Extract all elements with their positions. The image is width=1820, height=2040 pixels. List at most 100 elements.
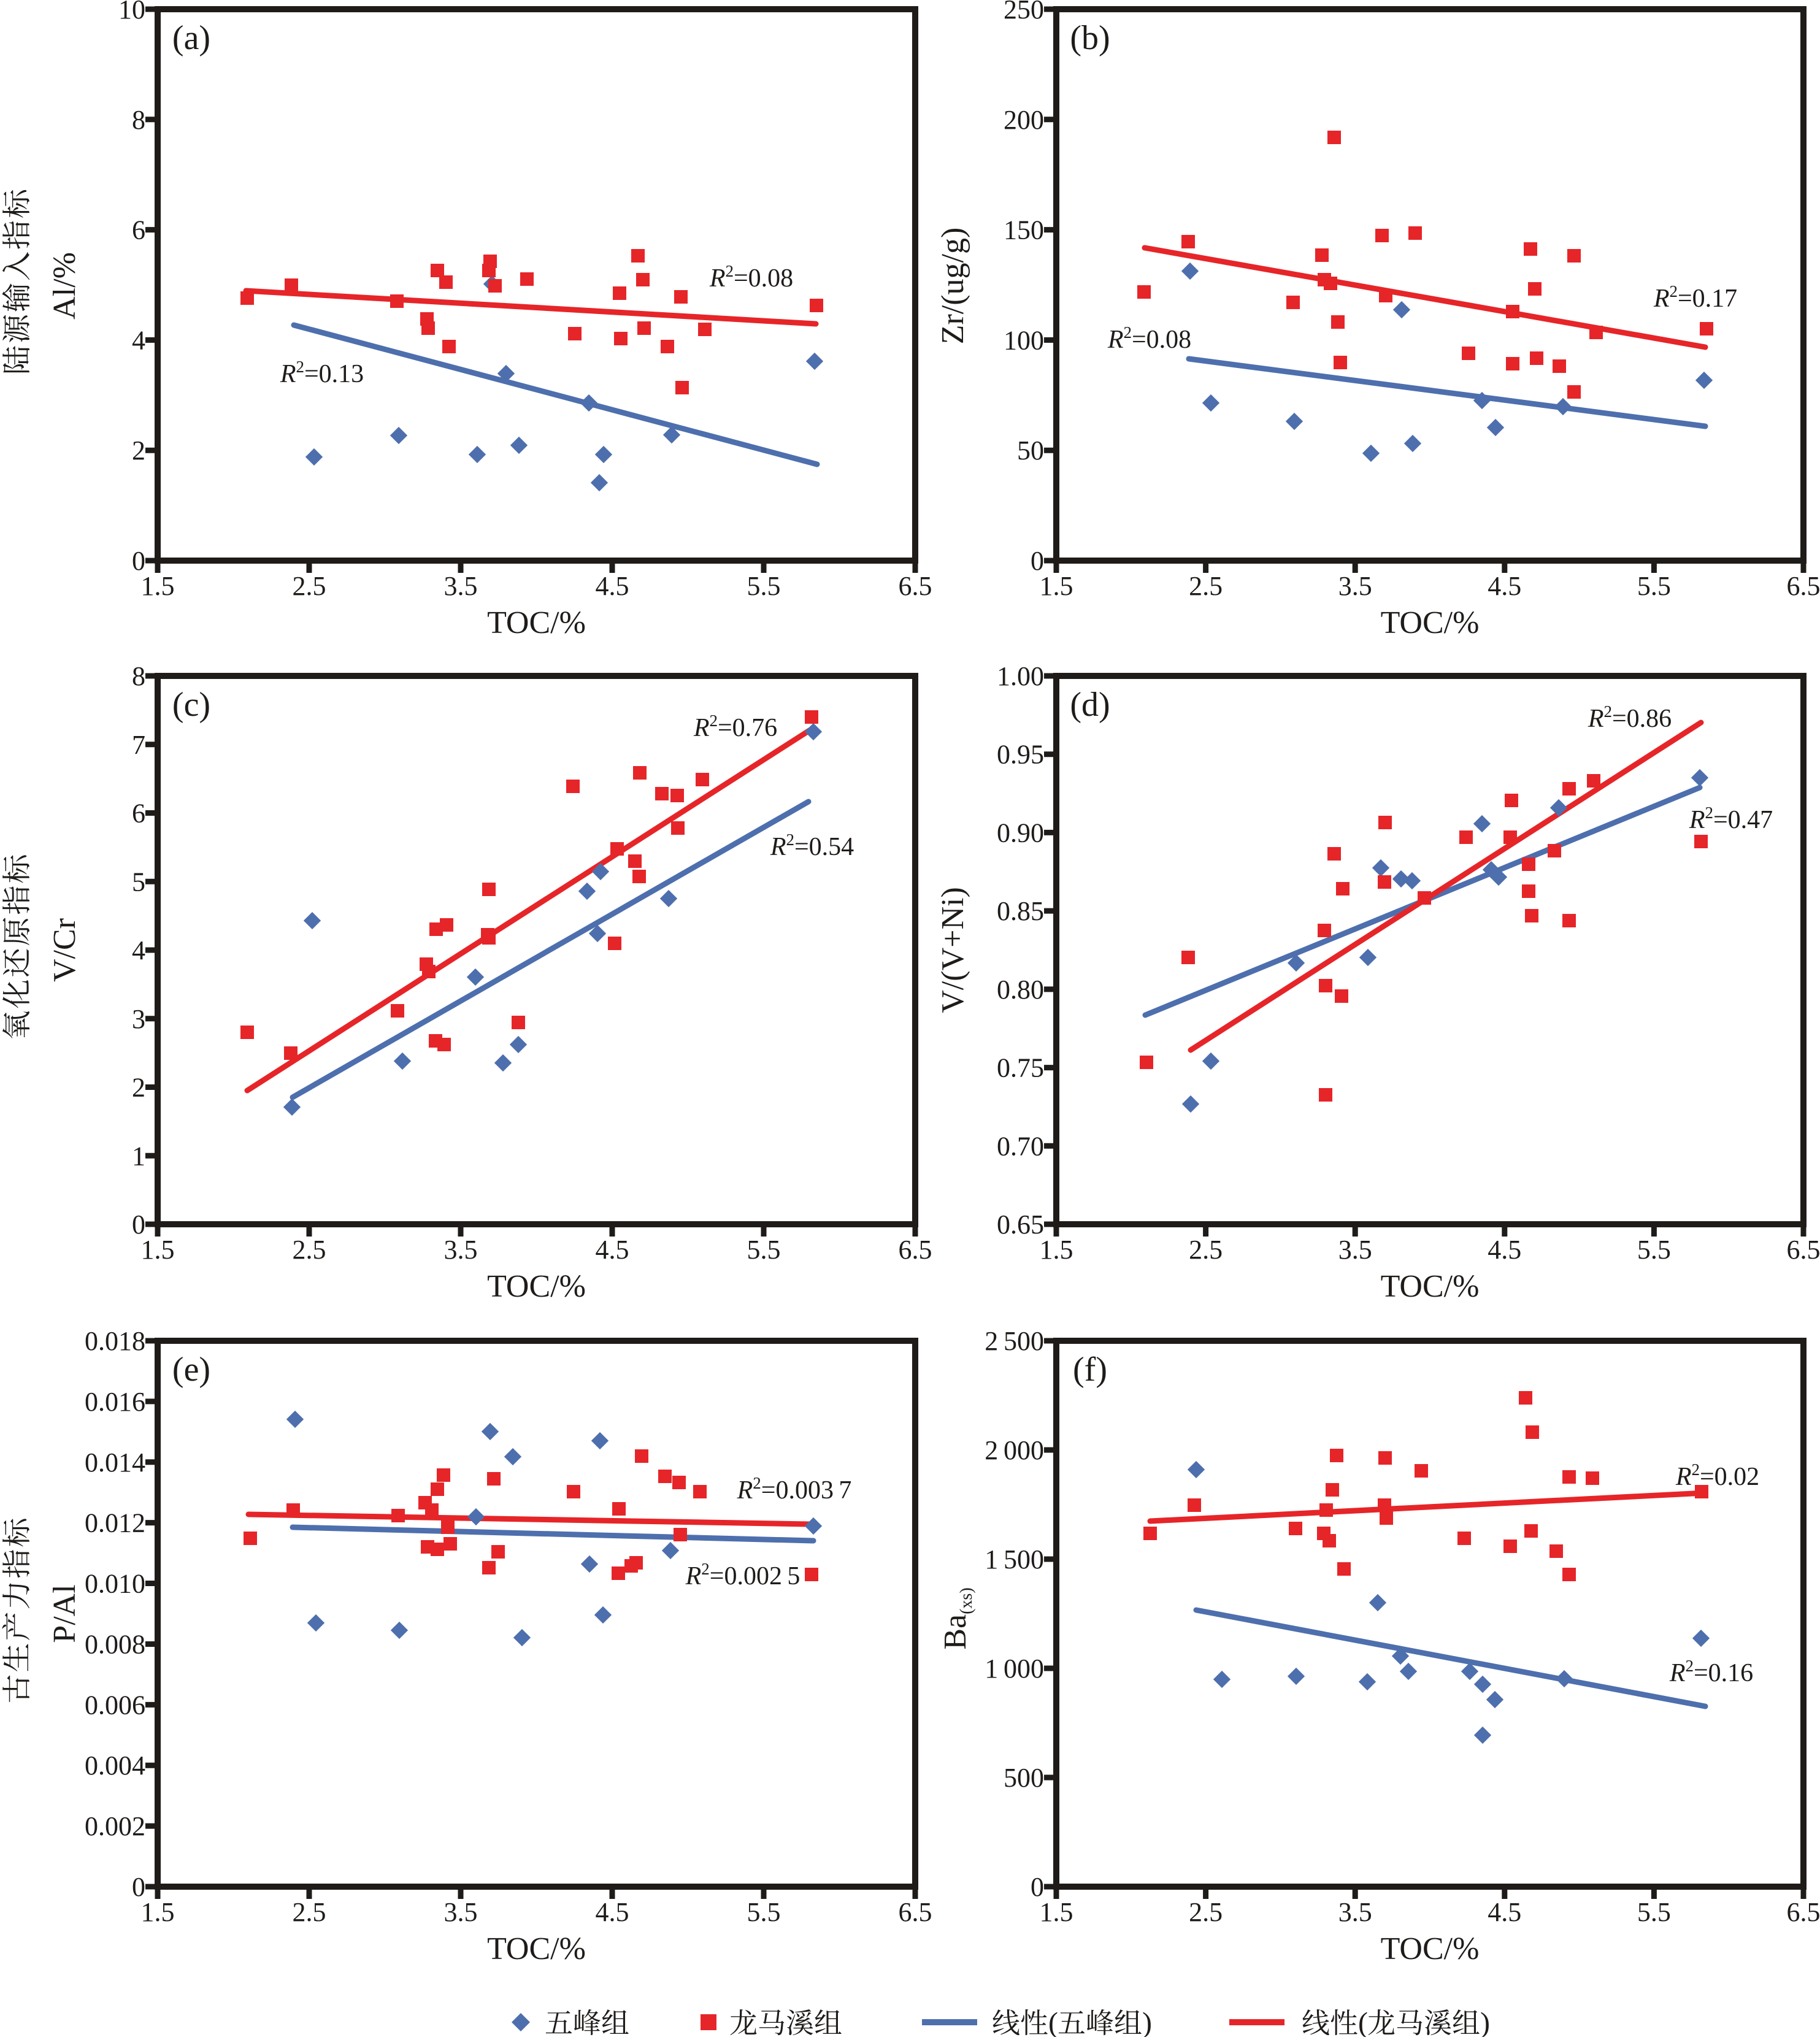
- svg-text:0.80: 0.80: [997, 975, 1044, 1005]
- svg-text:2 500: 2 500: [985, 1326, 1044, 1356]
- svg-text:5.5: 5.5: [1637, 1235, 1671, 1265]
- svg-text:2.5: 2.5: [1189, 1235, 1223, 1265]
- svg-text:2.5: 2.5: [293, 1235, 326, 1265]
- svg-text:0.012: 0.012: [85, 1508, 145, 1538]
- svg-text:3: 3: [132, 1004, 145, 1034]
- svg-text:4: 4: [132, 325, 145, 355]
- svg-text:R2=0.76: R2=0.76: [693, 711, 777, 742]
- svg-text:5.5: 5.5: [1637, 571, 1671, 601]
- svg-text:6.5: 6.5: [899, 1897, 932, 1927]
- svg-text:4.5: 4.5: [596, 571, 629, 601]
- svg-text:1.5: 1.5: [141, 1897, 175, 1927]
- svg-text:R2=0.16: R2=0.16: [1669, 1657, 1753, 1687]
- svg-text:5.5: 5.5: [1637, 1897, 1671, 1927]
- svg-text:500: 500: [1004, 1763, 1044, 1793]
- svg-text:1: 1: [132, 1141, 145, 1171]
- svg-text:1.5: 1.5: [1040, 571, 1073, 601]
- svg-text:): ): [1480, 2007, 1490, 2037]
- svg-text:2: 2: [132, 435, 145, 466]
- svg-text:TOC/%: TOC/%: [487, 1269, 586, 1304]
- svg-text:Zr/(ug/g): Zr/(ug/g): [935, 228, 970, 345]
- svg-text:1 500: 1 500: [985, 1544, 1044, 1574]
- svg-text:4.5: 4.5: [596, 1897, 629, 1927]
- svg-text:0.014: 0.014: [85, 1448, 145, 1478]
- svg-text:4.5: 4.5: [1488, 1897, 1521, 1927]
- svg-text:1.5: 1.5: [141, 1235, 175, 1265]
- svg-text:(: (: [1048, 2007, 1058, 2037]
- svg-text:10: 10: [118, 0, 145, 25]
- svg-text:5: 5: [132, 867, 145, 897]
- svg-text:0.010: 0.010: [85, 1569, 145, 1599]
- svg-text:R2=0.17: R2=0.17: [1653, 282, 1737, 313]
- svg-text:5.5: 5.5: [747, 1897, 781, 1927]
- svg-text:0.018: 0.018: [85, 1326, 145, 1356]
- svg-text:P/Al: P/Al: [47, 1584, 82, 1643]
- svg-text:3.5: 3.5: [444, 1897, 478, 1927]
- svg-text:50: 50: [1017, 435, 1044, 466]
- svg-text:0.004: 0.004: [85, 1750, 145, 1781]
- svg-text:(a): (a): [172, 19, 210, 57]
- svg-text:3.5: 3.5: [1338, 1235, 1372, 1265]
- svg-text:200: 200: [1004, 105, 1044, 135]
- svg-text:3.5: 3.5: [1338, 571, 1372, 601]
- svg-text:(f): (f): [1073, 1351, 1107, 1389]
- svg-text:6: 6: [132, 215, 145, 245]
- svg-text:3.5: 3.5: [1338, 1897, 1372, 1927]
- svg-text:): ): [1142, 2007, 1152, 2037]
- svg-text:TOC/%: TOC/%: [487, 605, 586, 640]
- svg-text:5.5: 5.5: [747, 1235, 781, 1265]
- svg-text:R2=0.08: R2=0.08: [1107, 323, 1191, 354]
- svg-text:R2=0.47: R2=0.47: [1689, 803, 1773, 834]
- svg-text:TOC/%: TOC/%: [1381, 1269, 1480, 1304]
- svg-text:100: 100: [1004, 325, 1044, 355]
- svg-text:8: 8: [132, 105, 145, 135]
- svg-text:2.5: 2.5: [293, 1897, 326, 1927]
- svg-text:R2=0.02: R2=0.02: [1675, 1460, 1759, 1491]
- svg-text:2 000: 2 000: [985, 1435, 1044, 1465]
- svg-text:1.00: 1.00: [997, 661, 1044, 691]
- svg-text:0: 0: [1031, 1872, 1044, 1902]
- svg-text:R2=0.86: R2=0.86: [1588, 702, 1672, 733]
- svg-text:Al/%: Al/%: [47, 252, 82, 320]
- svg-text:6.5: 6.5: [899, 571, 932, 601]
- svg-text:2: 2: [132, 1073, 145, 1103]
- svg-text:0.002: 0.002: [85, 1811, 145, 1841]
- svg-text:7: 7: [132, 730, 145, 760]
- svg-text:0.75: 0.75: [997, 1053, 1044, 1083]
- svg-text:250: 250: [1004, 0, 1044, 25]
- svg-text:0.85: 0.85: [997, 896, 1044, 926]
- svg-text:3.5: 3.5: [444, 571, 478, 601]
- svg-text:4: 4: [132, 935, 145, 965]
- svg-text:0.008: 0.008: [85, 1629, 145, 1659]
- svg-text:6: 6: [132, 799, 145, 829]
- svg-text:4.5: 4.5: [1488, 571, 1521, 601]
- svg-text:R2=0.08: R2=0.08: [709, 262, 793, 293]
- svg-text:V/Cr: V/Cr: [47, 918, 82, 982]
- svg-text:6.5: 6.5: [1787, 571, 1820, 601]
- svg-text:0.90: 0.90: [997, 818, 1044, 848]
- svg-text:0: 0: [132, 1210, 145, 1240]
- svg-text:(b): (b): [1070, 19, 1110, 57]
- svg-text:2.5: 2.5: [293, 571, 326, 601]
- svg-text:1.5: 1.5: [1040, 1235, 1073, 1265]
- svg-text:1 000: 1 000: [985, 1654, 1044, 1684]
- svg-text:(c): (c): [172, 686, 210, 724]
- svg-text:R2=0.54: R2=0.54: [770, 830, 854, 861]
- svg-text:1.5: 1.5: [1040, 1897, 1073, 1927]
- svg-text:6.5: 6.5: [1787, 1235, 1820, 1265]
- svg-text:0.006: 0.006: [85, 1690, 145, 1720]
- svg-text:R2=0.13: R2=0.13: [280, 358, 364, 388]
- svg-text:4.5: 4.5: [1488, 1235, 1521, 1265]
- svg-text:6.5: 6.5: [1787, 1897, 1820, 1927]
- svg-text:0.016: 0.016: [85, 1387, 145, 1417]
- svg-text:0: 0: [132, 1872, 145, 1902]
- svg-text:0.95: 0.95: [997, 740, 1044, 770]
- svg-text:0: 0: [1031, 546, 1044, 576]
- svg-text:TOC/%: TOC/%: [487, 1931, 586, 1966]
- svg-text:0.65: 0.65: [997, 1210, 1044, 1240]
- svg-text:0.70: 0.70: [997, 1131, 1044, 1161]
- svg-text:(d): (d): [1070, 686, 1110, 724]
- svg-text:TOC/%: TOC/%: [1381, 1931, 1480, 1966]
- svg-text:150: 150: [1004, 215, 1044, 245]
- svg-text:3.5: 3.5: [444, 1235, 478, 1265]
